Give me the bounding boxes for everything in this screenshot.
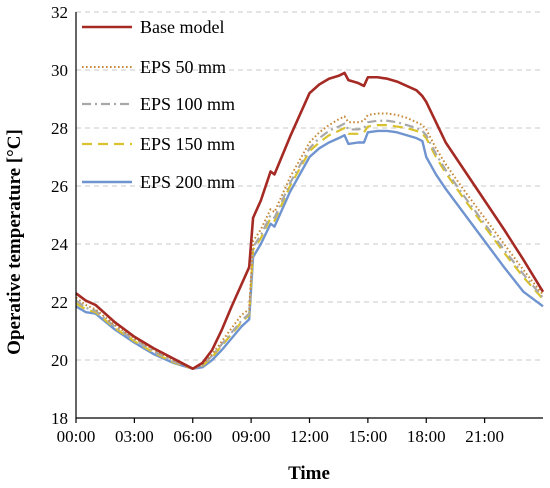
y-tick-label: 32 (51, 3, 68, 22)
x-axis-title: Time (288, 463, 330, 484)
gridlines (76, 11, 543, 361)
x-tick-label: 12:00 (290, 427, 329, 446)
y-tick-label: 26 (51, 177, 68, 196)
series-line-1 (75, 71, 545, 370)
legend-entry-5: EPS 200 mm (140, 172, 235, 192)
x-tick-label: 06:00 (173, 427, 212, 446)
y-tick-label: 18 (51, 409, 68, 428)
legend-entry-1: Base model (140, 17, 224, 37)
y-tick-label: 28 (51, 119, 68, 138)
legend-entry-3: EPS 100 mm (140, 94, 235, 114)
y-axis-title: Operative temperature [°C] (4, 129, 25, 355)
series-lines (75, 71, 545, 370)
y-tick-label: 24 (51, 235, 69, 254)
y-tick-label: 22 (51, 293, 68, 312)
x-tick-label: 15:00 (349, 427, 388, 446)
series-line-3 (75, 119, 544, 370)
x-tick-label: 18:00 (407, 427, 446, 446)
x-tick-label: 09:00 (232, 427, 271, 446)
axes (75, 12, 543, 423)
legend: Base model EPS 50 mm EPS 100 mm EPS 150 mm E… (82, 17, 235, 192)
y-tick-label: 20 (51, 351, 68, 370)
x-tick-label: 21:00 (465, 427, 504, 446)
series-line-2 (75, 112, 544, 370)
legend-entry-2: EPS 50 mm (140, 57, 226, 77)
legend-entry-4: EPS 150 mm (140, 134, 235, 154)
series-line-5 (75, 129, 544, 370)
x-tick-label: 00:00 (57, 427, 96, 446)
x-tick-label: 03:00 (115, 427, 154, 446)
series-line-4 (75, 124, 544, 370)
y-tick-label: 30 (51, 61, 68, 80)
tick-labels: 18 20 22 24 26 28 30 32 00:00 03:00 06:00 09:00 12:0… (51, 3, 504, 446)
